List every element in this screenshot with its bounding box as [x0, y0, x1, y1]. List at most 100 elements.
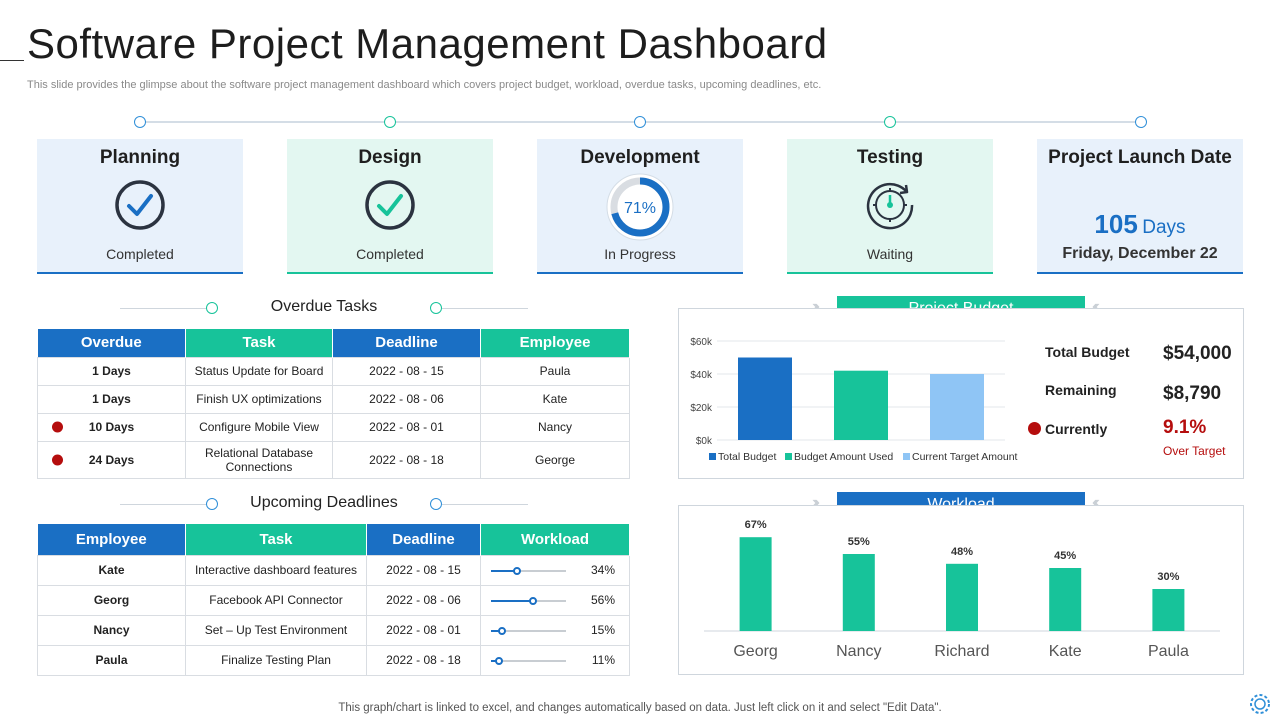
gear-icon[interactable] — [1246, 690, 1274, 720]
check-circle-icon — [114, 179, 166, 236]
budget-panel: $0k $20k $40k $60k Total Budget Budget Amount… — [678, 308, 1244, 479]
deadline: 2022 - 08 - 06 — [366, 584, 481, 616]
employee: Kate — [37, 554, 186, 586]
overdue-cell: 10 Days — [37, 412, 186, 442]
x-tick-label: Nancy — [836, 643, 881, 660]
total-budget-label: Total Budget — [1045, 344, 1130, 360]
column-header: Task — [185, 329, 333, 357]
workload-slider[interactable] — [491, 567, 566, 575]
workload-knob[interactable] — [495, 657, 504, 665]
deadline: 2022 - 08 - 18 — [366, 644, 481, 676]
table-row: Georg Facebook API Connector 2022 - 08 - 0… — [37, 584, 630, 616]
deadline: 2022 - 08 - 06 — [332, 384, 481, 414]
over-target-label: Over Target — [1163, 444, 1226, 458]
progress-ring: 71% — [605, 172, 675, 247]
timeline-dot — [384, 116, 396, 128]
workload-panel: 67% Georg 55% Nancy 48% Richard 45% Kate 30% Paul… — [678, 505, 1244, 675]
timeline-dot — [634, 116, 646, 128]
stage-title: Project Launch Date — [1048, 147, 1232, 168]
employee: Paula — [37, 644, 186, 676]
workload-slider[interactable] — [491, 627, 566, 635]
column-header: Task — [185, 524, 367, 555]
remaining-value: $8,790 — [1163, 383, 1222, 404]
workload-slider[interactable] — [491, 657, 566, 665]
workload-knob[interactable] — [498, 627, 507, 635]
column-header: Employee — [480, 329, 630, 357]
y-tick-label: $40k — [690, 370, 713, 381]
employee: Nancy — [480, 412, 630, 442]
workload-chart: 67% Georg 55% Nancy 48% Richard 45% Kate 30% Paul… — [704, 519, 1220, 660]
section-ring — [430, 302, 442, 314]
workload-fill — [491, 600, 533, 602]
data-label: 55% — [848, 536, 870, 548]
budget-chart: $0k $20k $40k $60k Total Budget Budget Amount… — [690, 337, 1017, 463]
currently-label: Currently — [1045, 421, 1108, 437]
bar — [1152, 589, 1185, 631]
stage-title: Testing — [856, 147, 924, 168]
bar — [739, 537, 772, 631]
page-title: Software Project Management Dashboard — [27, 20, 828, 67]
workload-cell: 11% — [480, 644, 630, 676]
alert-dot-icon — [52, 421, 63, 433]
upcoming-table: Employee Task Deadline Workload Kate Inte… — [37, 524, 630, 676]
stage-title: Design — [358, 147, 422, 168]
task-name: Configure Mobile View — [185, 412, 333, 442]
stage-status: Completed — [356, 246, 424, 262]
column-header: Overdue — [37, 329, 186, 357]
workload-fill — [491, 630, 503, 632]
launch-days-unit: Days — [1142, 217, 1186, 238]
deadline: 2022 - 08 - 01 — [366, 614, 481, 646]
bar — [834, 370, 888, 440]
section-ring — [430, 498, 442, 510]
page-subtitle: This slide provides the glimpse about th… — [27, 79, 822, 91]
chevron-right-icon: ››› — [812, 298, 820, 315]
overdue-cell: 24 Days — [37, 440, 186, 479]
employee: Kate — [480, 384, 630, 414]
overdue-days: 1 Days — [37, 384, 186, 414]
employee: Nancy — [37, 614, 186, 646]
workload-cell: 34% — [480, 554, 630, 586]
remaining-label: Remaining — [1045, 382, 1117, 398]
workload-fill — [491, 570, 517, 572]
stage-card-planning: Planning Completed — [37, 139, 243, 274]
stage-title: Development — [580, 147, 700, 168]
title-accent-line — [0, 60, 24, 61]
task-name: Relational Database Connections — [185, 440, 333, 479]
legend-label: Budget Amount Used — [794, 451, 893, 463]
workload-slider[interactable] — [491, 597, 566, 605]
task-name: Finish UX optimizations — [185, 384, 333, 414]
currently-value: 9.1% — [1163, 417, 1207, 438]
y-tick-label: $0k — [696, 436, 713, 447]
upcoming-title: Upcoming Deadlines — [250, 494, 398, 511]
stage-card-testing: Testing Waiting — [787, 139, 993, 274]
overdue-days: 24 Days — [88, 452, 135, 467]
task-name: Set – Up Test Environment — [185, 614, 367, 646]
alert-dot-icon — [1028, 422, 1041, 435]
legend-label: Total Budget — [718, 451, 776, 463]
upcoming-section-header: Upcoming Deadlines — [120, 494, 528, 514]
deadline: 2022 - 08 - 15 — [366, 554, 481, 586]
employee: George — [480, 440, 630, 479]
stage-status: Waiting — [866, 246, 914, 262]
workload-knob[interactable] — [512, 567, 521, 575]
chevron-right-icon: ››› — [812, 494, 820, 511]
overdue-table: Overdue Task Deadline Employee 1 Days St… — [37, 329, 630, 479]
stage-card-launch: Project Launch Date 105 Days Friday, Dec… — [1037, 139, 1243, 274]
launch-days: 105 Days — [1037, 209, 1243, 240]
workload-cell: 56% — [480, 584, 630, 616]
footer-note: This graph/chart is linked to excel, and… — [338, 702, 942, 714]
stopwatch-icon — [862, 177, 918, 238]
workload-knob[interactable] — [529, 597, 537, 605]
chevron-left-icon: ‹‹‹ — [1092, 494, 1100, 511]
data-label: 30% — [1157, 571, 1179, 583]
section-ring — [206, 498, 218, 510]
legend-swatch — [785, 453, 792, 460]
stage-status: Completed — [106, 246, 174, 262]
deadline: 2022 - 08 - 01 — [332, 412, 481, 442]
launch-date: Friday, December 22 — [1062, 245, 1218, 262]
bar — [930, 374, 984, 440]
x-tick-label: Richard — [934, 643, 989, 660]
employee: Georg — [37, 584, 186, 616]
stage-card-development: Development 71% In Progress — [537, 139, 743, 274]
table-row: 1 Days Status Update for Board 2022 - 08… — [37, 356, 630, 386]
